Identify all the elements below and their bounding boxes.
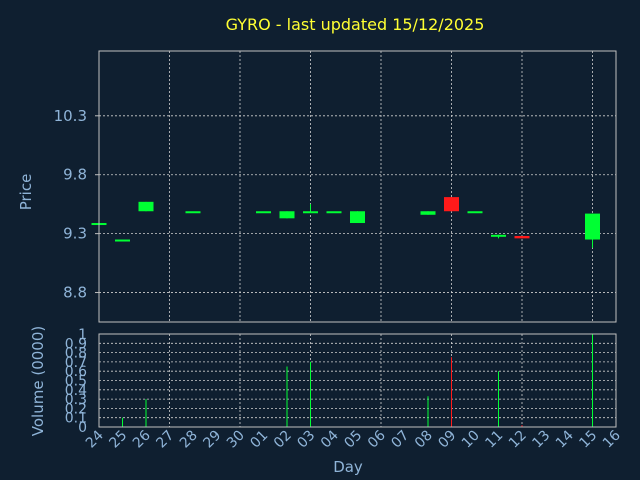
x-tick-label: 13 — [529, 428, 553, 452]
x-tick-label: 16 — [600, 427, 624, 451]
volume-grid — [99, 333, 616, 428]
candle-body — [326, 211, 342, 214]
x-tick-label: 25 — [106, 428, 130, 452]
price-panel-frame — [98, 50, 617, 323]
volume-tick-label: 0.3 — [65, 392, 87, 408]
volume-tick-label: 0.5 — [65, 374, 87, 390]
volume-tick-label: 0.7 — [65, 355, 87, 371]
candle-body — [491, 234, 506, 237]
candle-body — [303, 211, 318, 214]
x-tick-label: 09 — [435, 428, 459, 452]
candle-body — [279, 211, 295, 219]
volume-panel-frame — [98, 333, 617, 428]
price-grid — [99, 51, 616, 322]
x-axis-ticks: 24 25 26 27 28 29 30 01 02 03 04 05 06 07 08 09 10 11 12 13… — [83, 427, 624, 451]
x-tick-label: 03 — [294, 428, 318, 452]
volume-y-ticks: 00.10.20.30.40.50.60.70.80.91 — [65, 327, 87, 436]
volume-tick-label: 1 — [78, 327, 87, 343]
price-tick-label: 9.3 — [63, 225, 87, 243]
volume-axis-label: Volume (0000) — [29, 326, 47, 436]
candle-body — [185, 211, 201, 214]
price-tick-label: 8.8 — [63, 284, 87, 302]
x-tick-label: 30 — [224, 428, 248, 452]
x-tick-label: 29 — [200, 428, 224, 452]
candle-body — [115, 239, 130, 242]
x-tick-label: 14 — [553, 427, 577, 451]
x-tick-label: 12 — [506, 428, 530, 452]
volume-tick-label: 0.9 — [65, 336, 87, 352]
x-tick-label: 08 — [412, 428, 436, 452]
candle-body — [256, 211, 271, 214]
x-tick-label: 15 — [576, 428, 600, 452]
price-tick-label: 9.8 — [63, 166, 87, 184]
candle-body — [467, 211, 483, 214]
candle-body — [585, 213, 600, 240]
volume-tick-label: 0.4 — [65, 383, 87, 399]
candle-body — [420, 211, 436, 215]
volume-tick-label: 0 — [78, 420, 87, 436]
price-axis-label: Price — [17, 174, 35, 211]
x-tick-label: 28 — [177, 428, 201, 452]
x-axis-label: Day — [333, 458, 363, 476]
x-tick-label: 10 — [459, 428, 483, 452]
volume-series — [122, 334, 593, 427]
x-tick-label: 05 — [341, 428, 365, 452]
candle-body — [350, 211, 365, 224]
x-tick-label: 26 — [130, 427, 154, 451]
candlestick-series — [91, 197, 600, 248]
price-y-ticks: 8.8 9.3 9.8 10.3 — [54, 107, 99, 302]
volume-tick-label: 0.2 — [65, 401, 87, 417]
x-tick-label: 04 — [318, 427, 342, 451]
x-tick-label: 02 — [271, 428, 295, 452]
chart-title: GYRO - last updated 15/12/2025 — [226, 15, 485, 34]
volume-tick-label: 0.6 — [65, 364, 87, 380]
price-tick-label: 10.3 — [54, 107, 87, 125]
x-tick-label: 07 — [388, 428, 412, 452]
x-tick-label: 01 — [247, 428, 271, 452]
volume-tick-label: 0.1 — [65, 411, 87, 427]
x-tick-label: 27 — [153, 428, 177, 452]
x-tick-label: 06 — [365, 427, 389, 451]
candle-body — [444, 197, 459, 212]
x-tick-label: 11 — [482, 428, 506, 452]
volume-tick-label: 0.8 — [65, 346, 87, 362]
candle-body — [514, 235, 530, 239]
candle-body — [138, 201, 154, 212]
